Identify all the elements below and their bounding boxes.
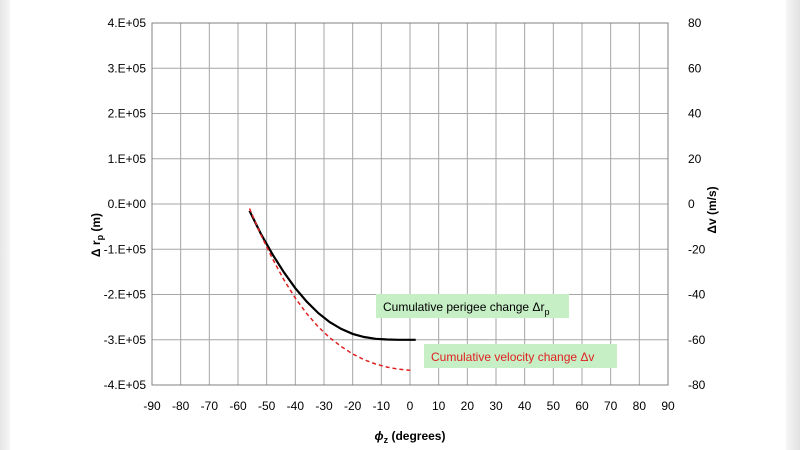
y-right-tick-label: 20 (688, 152, 702, 166)
x-tick-label: -30 (315, 399, 333, 413)
series-perigee-line (248, 210, 416, 341)
x-tick-label: 40 (518, 399, 532, 413)
y-left-tick-label: 2.E+05 (108, 107, 147, 121)
annotation-velocity-text: Cumulative velocity change Δv (431, 350, 594, 364)
y-right-tick-label: 60 (688, 61, 702, 75)
y-left-tick-label: 0.E+00 (108, 197, 147, 211)
y-right-tick-label: 40 (688, 107, 702, 121)
annotation-perigee-box (376, 294, 569, 318)
annotation-velocity-box (424, 344, 617, 368)
x-tick-label: 90 (661, 399, 675, 413)
series-lines (248, 208, 416, 372)
y-right-tick-label: -40 (688, 288, 706, 302)
x-tick-label: 30 (489, 399, 503, 413)
x-tick-label: -10 (373, 399, 391, 413)
y-right-tick-label: 80 (688, 16, 702, 30)
y-right-tick-label: -80 (688, 378, 706, 392)
y-right-tick-label: 0 (688, 197, 695, 211)
y-left-tick-label: -4.E+05 (104, 378, 147, 392)
plot-area-border (151, 22, 669, 386)
y-left-tick-label: -3.E+05 (104, 333, 147, 347)
x-tick-label: 80 (633, 399, 647, 413)
x-tick-label: -40 (287, 399, 305, 413)
y-right-axis-label: Δv (m/s) (705, 186, 719, 233)
x-tick-label: -50 (258, 399, 276, 413)
x-tick-labels: -90 -80 -70 -60 -50 -40 -30 -20 -10 0 10 20 30 40 50 60… (143, 399, 675, 413)
x-tick-label: -60 (229, 399, 247, 413)
x-axis-label: ϕz (degrees) (375, 429, 446, 445)
y-left-tick-label: 3.E+05 (108, 61, 147, 75)
x-tick-label: 60 (575, 399, 589, 413)
y-right-tick-labels: 80 60 40 20 0 -20 -40 -60 -80 (688, 16, 706, 392)
x-tick-label: -70 (201, 399, 219, 413)
x-tick-label: 20 (461, 399, 475, 413)
x-tick-label: -20 (344, 399, 362, 413)
x-tick-label: 50 (547, 399, 561, 413)
y-right-tick-label: -60 (688, 333, 706, 347)
annotation-perigee-text: Cumulative perigee change Δrp (383, 300, 549, 317)
annotation-perigee: Cumulative perigee change Δrp (376, 294, 569, 318)
x-tick-label: -80 (172, 399, 190, 413)
gridlines (151, 22, 669, 386)
annotation-velocity: Cumulative velocity change Δv (424, 344, 617, 368)
left-frame-shadow (0, 0, 10, 450)
y-left-axis-label: Δ rp (m) (89, 213, 105, 257)
y-right-tick-label: -20 (688, 242, 706, 256)
series-velocity-line (248, 208, 413, 372)
y-left-tick-labels: 4.E+05 3.E+05 2.E+05 1.E+05 0.E+00 -1.E+05 -2.… (104, 16, 147, 392)
y-left-tick-label: 1.E+05 (108, 152, 147, 166)
x-tick-label: 10 (432, 399, 446, 413)
x-tick-label: 70 (604, 399, 618, 413)
y-left-tick-label: -2.E+05 (104, 288, 147, 302)
x-tick-label: 0 (407, 399, 414, 413)
right-frame-shadow (786, 0, 800, 450)
x-tick-label: -90 (143, 399, 161, 413)
y-left-tick-label: -1.E+05 (104, 242, 147, 256)
y-left-tick-label: 4.E+05 (108, 16, 147, 30)
